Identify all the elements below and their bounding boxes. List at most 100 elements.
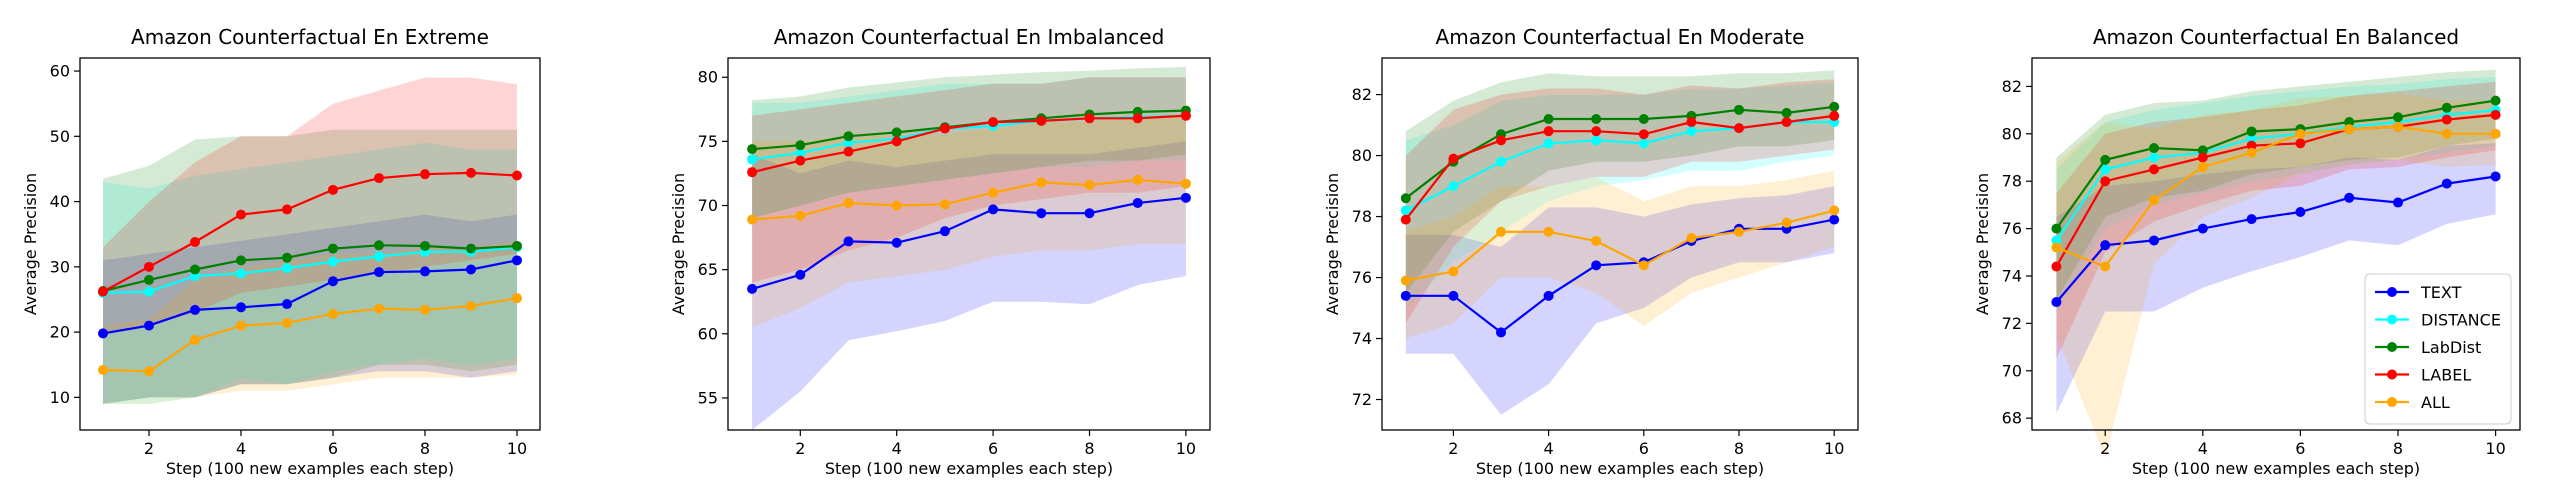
x-tick-label: 8: [420, 439, 430, 458]
x-tick-label: 4: [236, 439, 246, 458]
legend-label-labdist: LabDist: [2421, 338, 2481, 357]
point-labdist: [144, 274, 154, 285]
point-label: [1591, 126, 1602, 137]
point-all: [374, 303, 384, 314]
point-all: [795, 210, 806, 221]
point-labdist: [1781, 107, 1792, 118]
point-distance: [282, 263, 292, 274]
band-distance: [752, 77, 1186, 219]
point-all: [939, 199, 950, 210]
y-tick-label: 60: [50, 62, 70, 81]
y-tick-label: 65: [698, 260, 718, 279]
legend-marker-label: [2387, 369, 2397, 380]
band-text: [2056, 143, 2496, 414]
point-label: [1638, 129, 1649, 140]
legend-label-label: LABEL: [2421, 366, 2471, 385]
y-tick-label: 74: [2002, 266, 2022, 285]
y-tick-label: 82: [1352, 85, 1372, 104]
x-tick-label: 6: [328, 439, 338, 458]
point-label: [939, 123, 950, 134]
band-all: [2056, 93, 2496, 459]
point-labdist: [1400, 193, 1411, 204]
point-label: [420, 169, 430, 180]
point-all: [1400, 275, 1411, 286]
band-all: [1405, 170, 1835, 339]
point-distance: [144, 286, 154, 297]
line-all: [752, 178, 1186, 221]
point-labdist: [2490, 95, 2501, 106]
point-label: [1496, 135, 1506, 146]
line-labdist: [102, 244, 518, 293]
x-axis-label: Step (100 new examples each step): [166, 459, 454, 478]
point-label: [98, 286, 108, 297]
point-label: [144, 261, 154, 272]
point-all: [988, 187, 999, 198]
point-label: [843, 146, 854, 157]
point-label: [2149, 164, 2159, 175]
point-all: [1180, 178, 1191, 189]
x-tick-label: 4: [2198, 439, 2208, 458]
point-all: [512, 293, 522, 304]
point-distance: [1496, 156, 1506, 167]
point-text: [2051, 297, 2062, 308]
point-all: [1734, 226, 1744, 237]
x-tick-label: 6: [2295, 439, 2305, 458]
subplot-3: 2 4 6 8 10 72 74 76 78 80 82 Amazon Counterfactual …: [1323, 25, 1859, 478]
y-tick-label: 30: [50, 257, 70, 276]
point-all: [1686, 232, 1697, 243]
line-distance: [2055, 109, 2496, 242]
x-tick-label: 10: [2485, 439, 2505, 458]
point-distance: [1400, 205, 1411, 216]
band-labdist: [752, 67, 1186, 219]
x-tick-label: 2: [2100, 439, 2110, 458]
y-tick-label: 55: [698, 388, 718, 407]
point-all: [2149, 195, 2159, 206]
point-labdist: [747, 144, 758, 155]
x-axis-label: Step (100 new examples each step): [2132, 459, 2420, 478]
point-text: [1591, 260, 1602, 271]
chart-title: Amazon Counterfactual En Extreme: [131, 25, 489, 49]
y-tick-label: 78: [2002, 172, 2022, 191]
point-label: [1734, 123, 1744, 134]
point-all: [1591, 235, 1602, 246]
point-text: [2100, 240, 2111, 251]
legend-box: [2364, 273, 2512, 425]
legend-marker-distance: [2387, 314, 2397, 325]
point-labdist: [795, 140, 806, 151]
point-text: [1036, 208, 1047, 219]
line-labdist: [2055, 99, 2496, 230]
point-label: [2441, 114, 2452, 125]
line-label: [102, 171, 518, 293]
point-text: [236, 302, 246, 313]
y-tick-label: 72: [2002, 314, 2022, 333]
point-text: [98, 328, 108, 339]
point-label: [747, 167, 758, 178]
point-text: [1448, 290, 1459, 301]
legend-marker-labdist: [2387, 342, 2397, 352]
point-label: [374, 173, 384, 184]
point-text: [328, 276, 338, 287]
y-tick-label: 82: [2002, 77, 2022, 96]
point-all: [1543, 226, 1554, 237]
point-all: [1781, 217, 1792, 228]
point-text: [1496, 327, 1506, 338]
point-labdist: [2246, 126, 2257, 137]
point-labdist: [2197, 145, 2208, 156]
legend-label-all: ALL: [2421, 393, 2450, 412]
line-label: [1404, 114, 1835, 221]
point-text: [1829, 214, 1840, 225]
x-tick-label: 4: [892, 439, 902, 458]
point-distance: [1686, 126, 1697, 137]
point-all: [1084, 179, 1095, 190]
point-all: [891, 200, 902, 211]
legend-label-text: TEXT: [2420, 283, 2462, 302]
axes-frame: [727, 57, 1211, 431]
y-tick-label: 75: [698, 132, 718, 151]
y-tick-label: 78: [1352, 207, 1372, 226]
point-text: [282, 299, 292, 310]
point-label: [1132, 113, 1143, 124]
point-distance: [1591, 135, 1602, 146]
y-tick-label: 20: [50, 323, 70, 342]
point-label: [466, 167, 476, 178]
point-all: [420, 304, 430, 315]
